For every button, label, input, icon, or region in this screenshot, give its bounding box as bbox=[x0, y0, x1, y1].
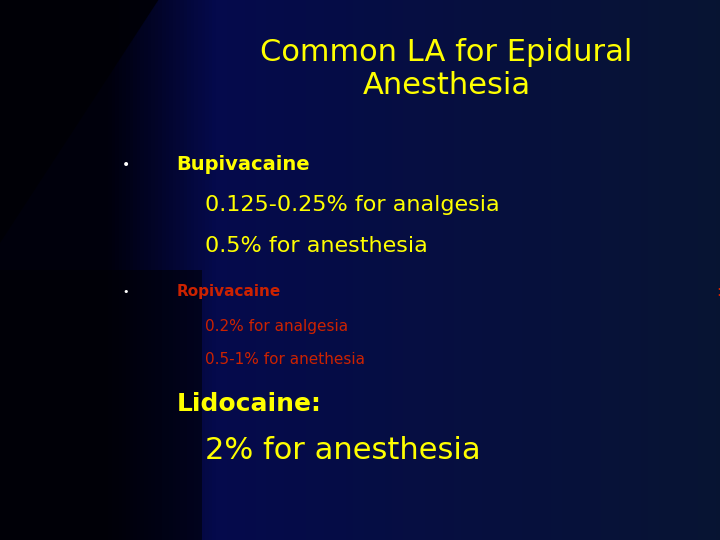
Polygon shape bbox=[0, 0, 158, 243]
Text: :: : bbox=[716, 284, 720, 299]
Text: Bupivacaine: Bupivacaine bbox=[176, 155, 310, 174]
Polygon shape bbox=[0, 270, 202, 540]
Text: 2% for anesthesia: 2% for anesthesia bbox=[205, 436, 481, 465]
Text: 0.2% for analgesia: 0.2% for analgesia bbox=[205, 319, 348, 334]
Text: •: • bbox=[122, 287, 130, 296]
Text: 0.125-0.25% for analgesia: 0.125-0.25% for analgesia bbox=[205, 195, 500, 215]
Text: Lidocaine:: Lidocaine: bbox=[176, 392, 321, 416]
Text: 0.5-1% for anethesia: 0.5-1% for anethesia bbox=[205, 352, 365, 367]
Text: 0.5% for anesthesia: 0.5% for anesthesia bbox=[205, 235, 428, 256]
Text: Ropivacaine: Ropivacaine bbox=[176, 284, 281, 299]
Text: Common LA for Epidural
Anesthesia: Common LA for Epidural Anesthesia bbox=[260, 38, 633, 100]
Text: •: • bbox=[122, 158, 130, 172]
